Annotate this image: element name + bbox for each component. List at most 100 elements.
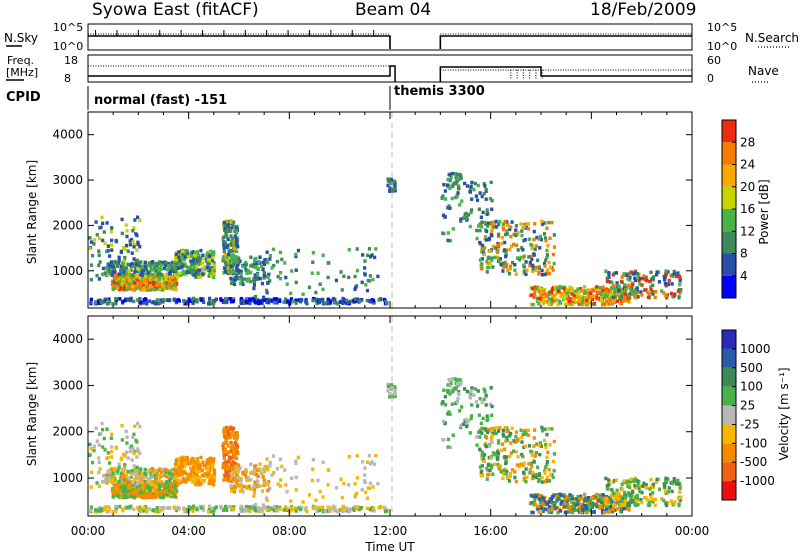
power-cell xyxy=(532,237,536,242)
power-cell xyxy=(228,229,232,233)
velocity-cell xyxy=(522,431,527,435)
velocity-cell xyxy=(662,485,667,489)
power-cell xyxy=(258,255,262,259)
velocity-cell xyxy=(197,469,201,474)
velocity-cell xyxy=(202,463,206,468)
power-cell xyxy=(105,297,109,301)
velocity-cell xyxy=(252,490,256,495)
power-cell xyxy=(259,300,263,305)
power-cell xyxy=(102,230,106,234)
power-cell xyxy=(232,246,236,250)
velocity-cell xyxy=(232,505,236,509)
velocity-cell xyxy=(139,475,143,479)
power-cell xyxy=(363,259,367,263)
power-cell xyxy=(238,269,242,273)
velocity-cell xyxy=(524,428,528,433)
power-cell xyxy=(312,298,316,303)
velocity-cell xyxy=(497,429,501,433)
power-cell xyxy=(278,299,282,304)
velocity-cell xyxy=(551,459,556,464)
velocity-cell xyxy=(278,457,282,462)
velocity-cell xyxy=(160,467,165,472)
power-cell xyxy=(262,276,266,280)
velocity-cell xyxy=(222,450,226,454)
power-cell xyxy=(540,298,544,303)
power-cell xyxy=(120,282,124,286)
power-cell xyxy=(257,299,261,304)
velocity-cell xyxy=(169,476,173,480)
nsearch-label: N.Search xyxy=(745,31,799,45)
power-cell xyxy=(605,276,609,281)
velocity-cell xyxy=(583,497,587,502)
velocity-cell xyxy=(110,480,114,485)
velocity-cell xyxy=(494,425,498,430)
power-cell xyxy=(224,231,228,235)
power-cell xyxy=(389,180,393,184)
power-cell xyxy=(206,261,210,266)
power-cell xyxy=(160,263,164,267)
velocity-cell xyxy=(567,507,571,512)
power-cell xyxy=(119,277,123,282)
power-cell xyxy=(117,258,121,263)
velocity-cell xyxy=(651,491,655,495)
power-cell xyxy=(486,224,490,228)
power-cell xyxy=(120,261,125,266)
power-cell xyxy=(122,246,126,250)
power-cell xyxy=(249,270,253,275)
power-cell xyxy=(537,296,541,301)
power-cell xyxy=(610,280,614,285)
power-cell xyxy=(595,285,599,289)
velocity-cell xyxy=(224,477,228,481)
power-cell xyxy=(340,288,344,292)
power-cell xyxy=(525,268,529,272)
power-cell xyxy=(537,289,541,294)
power-cell xyxy=(162,266,167,271)
velocity-cell xyxy=(538,452,542,457)
colorbar-segment xyxy=(722,275,736,298)
velocity-cell xyxy=(280,464,284,469)
velocity-cell xyxy=(185,477,189,481)
velocity-cell xyxy=(129,488,133,492)
power-cell xyxy=(151,259,155,264)
velocity-cell xyxy=(372,508,376,513)
power-cell xyxy=(224,219,228,224)
velocity-cell xyxy=(88,453,92,457)
velocity-cell xyxy=(339,477,343,481)
power-cell xyxy=(234,257,239,262)
velocity-cell xyxy=(135,455,139,459)
power-cell xyxy=(191,301,195,305)
velocity-cell xyxy=(586,501,590,506)
velocity-cell xyxy=(235,447,239,451)
velocity-cell xyxy=(191,462,196,467)
power-cell xyxy=(508,267,512,271)
power-cell xyxy=(481,210,485,215)
velocity-cell xyxy=(315,509,319,514)
velocity-cell xyxy=(482,459,486,464)
velocity-cell xyxy=(585,506,589,511)
power-cell xyxy=(167,264,171,268)
velocity-cell xyxy=(551,505,555,510)
power-cell xyxy=(144,267,148,271)
power-cell xyxy=(188,265,192,269)
velocity-cell xyxy=(223,448,228,452)
power-cell xyxy=(528,263,532,268)
velocity-cell xyxy=(182,506,186,511)
velocity-cell xyxy=(552,439,556,444)
power-cell xyxy=(206,258,211,262)
y-tick-label: 2000 xyxy=(52,218,83,232)
power-cell xyxy=(161,298,166,302)
power-cell xyxy=(532,253,536,257)
velocity-cell xyxy=(340,495,344,500)
velocity-cell xyxy=(441,400,445,404)
velocity-cell xyxy=(181,458,185,463)
power-cell xyxy=(174,256,179,260)
power-cell xyxy=(447,204,451,208)
power-cell xyxy=(653,295,657,300)
velocity-cell xyxy=(240,486,244,491)
colorbar-tick-label: 20 xyxy=(740,180,755,194)
power-cell xyxy=(112,267,117,271)
velocity-cell xyxy=(97,443,101,447)
velocity-cell xyxy=(189,477,194,481)
power-cell xyxy=(164,263,168,268)
